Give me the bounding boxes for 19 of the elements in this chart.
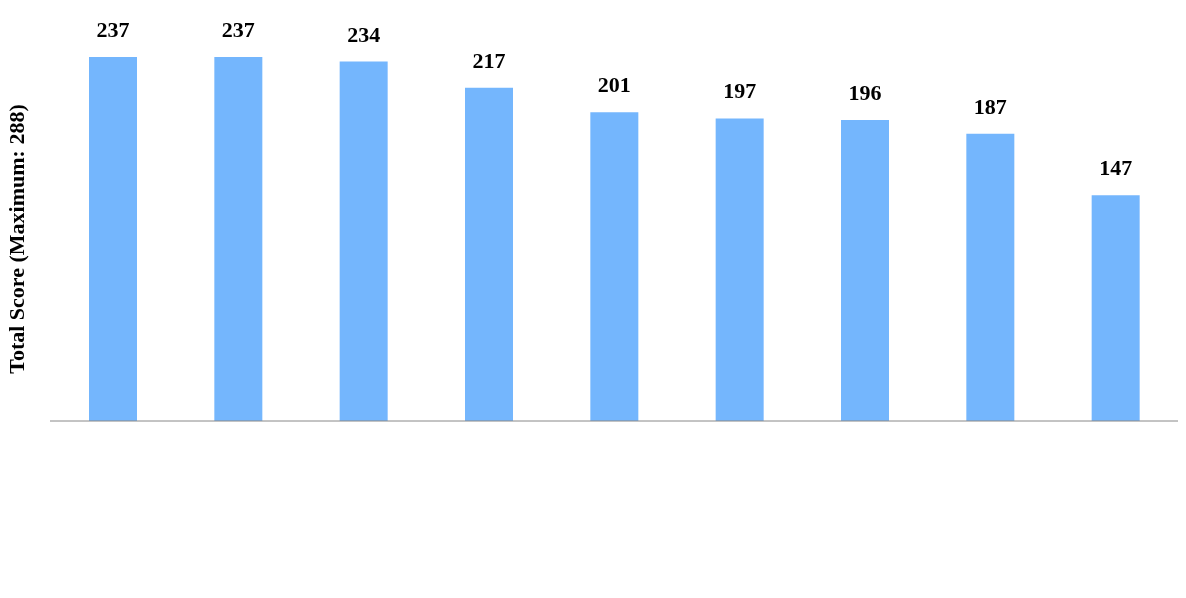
data-label: 197 — [723, 78, 757, 104]
bar — [465, 87, 513, 421]
bar — [841, 119, 889, 421]
data-label: 147 — [1099, 155, 1133, 181]
bar — [590, 112, 639, 421]
bar — [715, 118, 764, 421]
bar — [966, 133, 1015, 421]
data-label: 237 — [221, 17, 255, 42]
bar — [214, 57, 263, 421]
data-label: 187 — [973, 93, 1007, 119]
bar — [1091, 195, 1140, 421]
bar — [339, 61, 388, 421]
data-label: 234 — [347, 21, 381, 47]
data-label: 217 — [472, 47, 506, 73]
y-axis-title: Total Score (Maximum: 288) — [3, 104, 29, 374]
data-label: 201 — [597, 72, 631, 98]
data-label: 237 — [96, 17, 130, 42]
data-label: 196 — [848, 79, 882, 105]
bar — [89, 57, 137, 421]
